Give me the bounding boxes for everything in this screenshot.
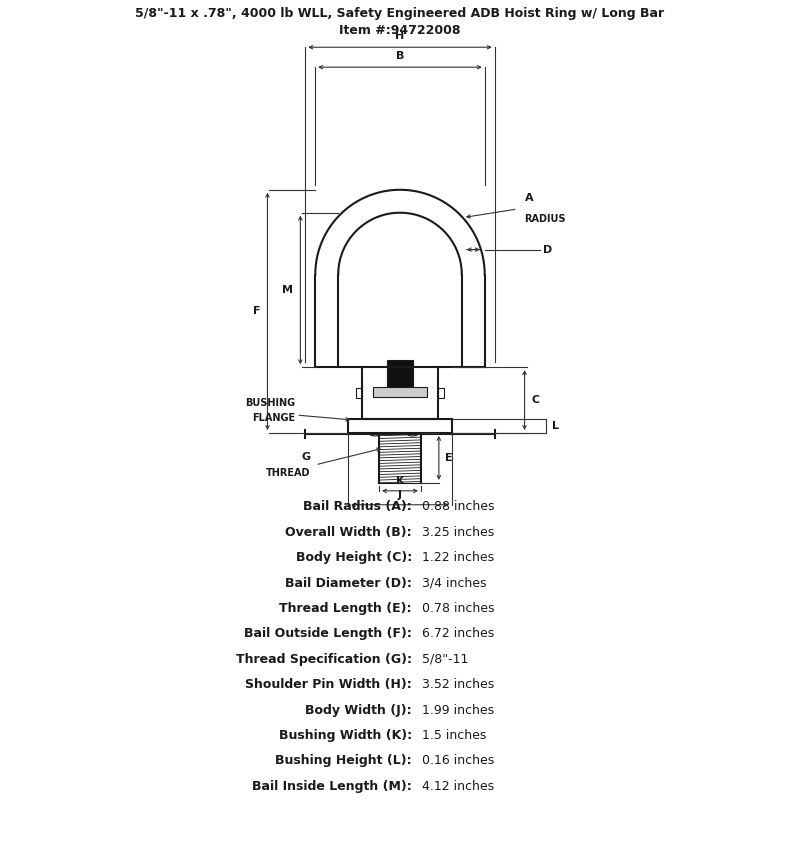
- Text: 0.78 inches: 0.78 inches: [422, 602, 494, 615]
- Text: Thread Length (E):: Thread Length (E):: [279, 602, 412, 615]
- Text: B: B: [396, 52, 404, 61]
- Text: 1.5 inches: 1.5 inches: [422, 729, 486, 742]
- Text: 0.16 inches: 0.16 inches: [422, 754, 494, 767]
- Text: H: H: [395, 31, 405, 41]
- Text: Thread Specification (G):: Thread Specification (G):: [236, 653, 412, 666]
- Text: Shoulder Pin Width (H):: Shoulder Pin Width (H):: [246, 678, 412, 691]
- Text: Bushing Height (L):: Bushing Height (L):: [275, 754, 412, 767]
- Text: Item #:94722008: Item #:94722008: [339, 24, 461, 37]
- Polygon shape: [387, 360, 413, 387]
- Text: THREAD: THREAD: [266, 468, 310, 478]
- Text: Overall Width (B):: Overall Width (B):: [286, 526, 412, 539]
- Text: 1.22 inches: 1.22 inches: [422, 551, 494, 564]
- Text: 6.72 inches: 6.72 inches: [422, 627, 494, 640]
- Text: C: C: [531, 395, 540, 405]
- Text: RADIUS: RADIUS: [525, 214, 566, 224]
- Text: 0.88 inches: 0.88 inches: [422, 500, 494, 513]
- Text: E: E: [445, 453, 453, 463]
- Text: 4.12 inches: 4.12 inches: [422, 780, 494, 793]
- Text: A: A: [525, 193, 533, 203]
- Text: Bail Inside Length (M):: Bail Inside Length (M):: [252, 780, 412, 793]
- Text: 3/4 inches: 3/4 inches: [422, 576, 486, 589]
- Text: K: K: [396, 476, 404, 486]
- Text: 3.52 inches: 3.52 inches: [422, 678, 494, 691]
- Text: 5/8"-11 x .78", 4000 lb WLL, Safety Engineered ADB Hoist Ring w/ Long Bar: 5/8"-11 x .78", 4000 lb WLL, Safety Engi…: [135, 7, 665, 20]
- Text: Body Width (J):: Body Width (J):: [306, 704, 412, 716]
- Text: 1.99 inches: 1.99 inches: [422, 704, 494, 716]
- Text: Bail Diameter (D):: Bail Diameter (D):: [285, 576, 412, 589]
- Text: FLANGE: FLANGE: [252, 413, 295, 423]
- Text: F: F: [253, 307, 261, 316]
- Text: BUSHING: BUSHING: [246, 398, 295, 408]
- Text: L: L: [553, 421, 559, 431]
- Text: M: M: [282, 285, 294, 295]
- Text: Bushing Width (K):: Bushing Width (K):: [279, 729, 412, 742]
- Text: Bail Outside Length (F):: Bail Outside Length (F):: [244, 627, 412, 640]
- Text: J: J: [398, 490, 402, 500]
- Text: Bail Radius (A):: Bail Radius (A):: [303, 500, 412, 513]
- Text: 3.25 inches: 3.25 inches: [422, 526, 494, 539]
- Text: D: D: [542, 245, 552, 254]
- Text: Body Height (C):: Body Height (C):: [296, 551, 412, 564]
- Text: 5/8"-11: 5/8"-11: [422, 653, 468, 666]
- Polygon shape: [373, 387, 427, 397]
- Text: G: G: [301, 452, 310, 462]
